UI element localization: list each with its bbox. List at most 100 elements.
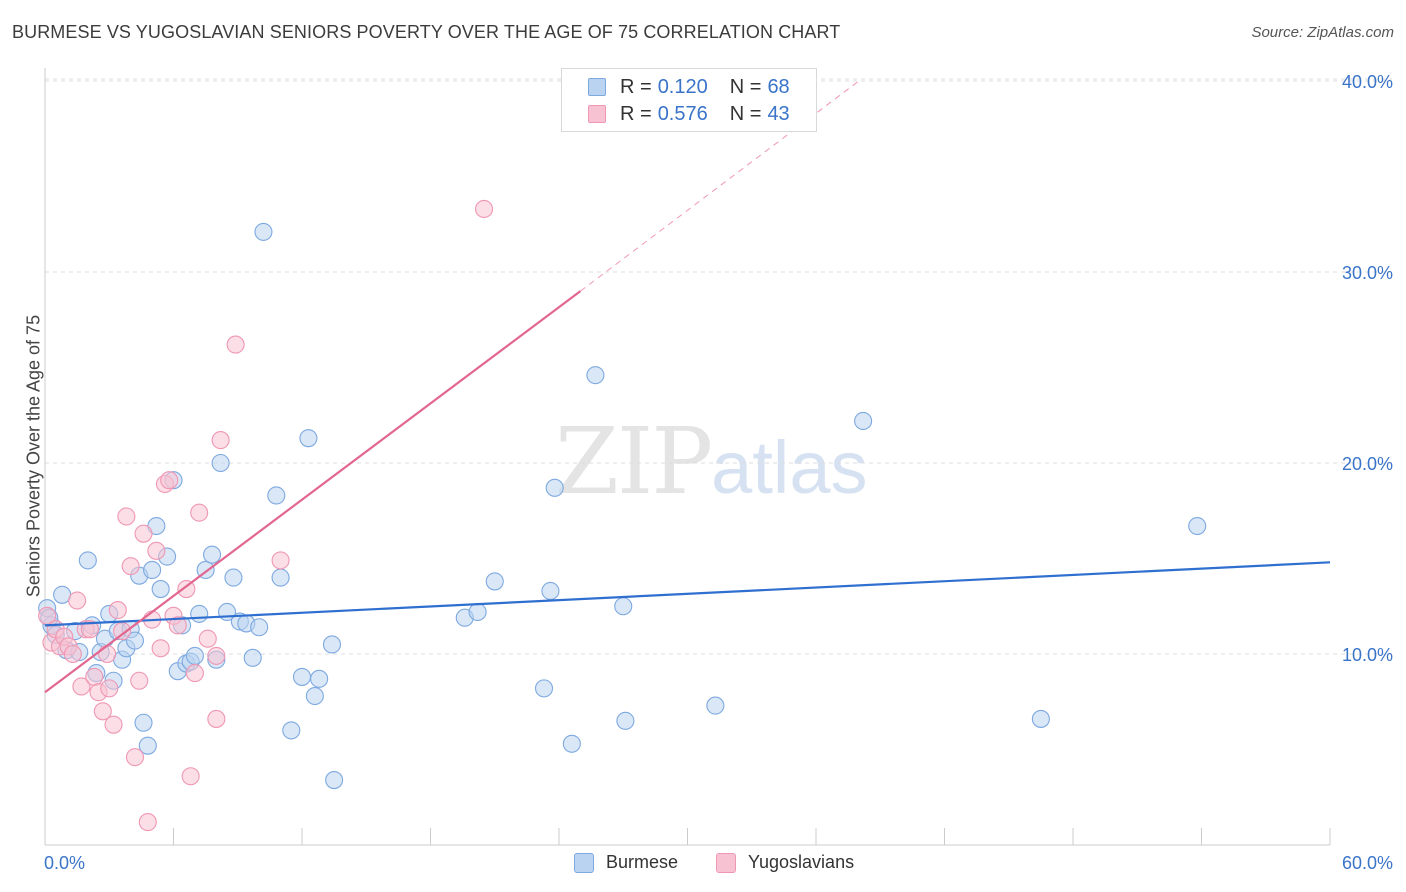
- stats-legend: R = 0.120 N = 68 R = 0.576 N = 43: [561, 68, 817, 132]
- burmese-point: [1031, 709, 1050, 728]
- yugoslavians-point: [63, 644, 82, 664]
- burmese-point: [485, 572, 504, 591]
- burmese-point: [614, 597, 633, 616]
- yugoslavians-point: [104, 715, 123, 734]
- burmese-point: [267, 486, 286, 505]
- yugoslavians-point: [72, 677, 91, 696]
- yugoslavians-point: [93, 702, 112, 721]
- burmese-point: [282, 721, 301, 740]
- x-tick-label: 0.0%: [44, 853, 85, 873]
- burmese-point: [185, 646, 204, 665]
- yugoslavians-point: [271, 551, 290, 570]
- watermark-atlas: atlas: [711, 426, 868, 509]
- burmese-point: [541, 581, 560, 601]
- n-value: 43: [767, 102, 790, 125]
- burmese-legend-swatch: [574, 852, 594, 873]
- yugoslavians-point: [168, 616, 187, 635]
- y-tick-label: 20.0%: [1342, 454, 1393, 474]
- y-tick-label: 40.0%: [1342, 72, 1393, 92]
- burmese-point: [322, 635, 342, 654]
- n-label: N =: [729, 75, 762, 98]
- watermark: ZIPatlas: [555, 408, 867, 515]
- yugoslavians-point: [207, 646, 226, 665]
- burmese-point: [271, 568, 290, 587]
- yugoslavians-point: [211, 431, 230, 450]
- burmese-point: [706, 696, 725, 715]
- burmese-point: [545, 478, 564, 497]
- r-label: R =: [620, 102, 652, 125]
- yugoslavians-point: [207, 709, 226, 728]
- burmese-point: [138, 736, 157, 755]
- x-tick-label: 60.0%: [1342, 853, 1393, 873]
- burmese-trendline: [44, 561, 1331, 627]
- r-value: 0.576: [657, 102, 708, 125]
- yugoslavians-point: [226, 335, 245, 354]
- burmese-point: [305, 686, 324, 706]
- burmese-point: [243, 648, 262, 667]
- burmese-point: [325, 771, 344, 790]
- y-tick-label: 30.0%: [1342, 263, 1393, 283]
- yugoslavians-point: [130, 671, 149, 690]
- yugoslavians-point: [198, 629, 217, 648]
- yugoslavians-legend-swatch: [716, 852, 736, 873]
- yugoslavians-point: [100, 679, 119, 698]
- burmese-point: [143, 560, 162, 580]
- burmese-point: [224, 568, 243, 587]
- stats-legend-row-yugoslavians: R = 0.576 N = 43: [588, 101, 790, 127]
- burmese-point: [616, 711, 635, 730]
- yugoslavians-point: [121, 557, 140, 576]
- r-label: R =: [620, 75, 652, 98]
- yugoslavians-point: [151, 639, 170, 658]
- y-tick-label: 10.0%: [1342, 645, 1393, 665]
- n-value: 68: [767, 75, 790, 98]
- burmese-point: [254, 222, 273, 241]
- burmese-point: [534, 679, 554, 698]
- yugoslavians-point: [134, 524, 153, 543]
- r-value: 0.120: [657, 75, 708, 98]
- burmese-point: [292, 667, 312, 686]
- burmese-point: [250, 618, 269, 637]
- yugoslavians-point: [147, 541, 166, 560]
- yugoslavians-point: [85, 667, 104, 686]
- chart-title: BURMESE VS YUGOSLAVIAN SENIORS POVERTY O…: [12, 22, 841, 42]
- burmese-point: [211, 453, 230, 473]
- yugoslavians-trendline: [44, 290, 582, 694]
- burmese-point: [125, 631, 144, 650]
- yugoslavians-point: [177, 580, 196, 599]
- yugoslavians-point: [160, 471, 179, 490]
- burmese-point: [299, 429, 318, 448]
- yugoslavians-swatch: [588, 105, 606, 123]
- yugoslavians-point: [185, 664, 204, 683]
- stats-legend-row-burmese: R = 0.120 N = 68: [588, 74, 790, 100]
- yugoslavians-point: [68, 591, 87, 610]
- yugoslavians-point: [80, 620, 100, 639]
- yugoslavians-point: [190, 503, 209, 522]
- yugoslavians-point: [108, 601, 127, 620]
- yugoslavians-point: [98, 644, 117, 664]
- burmese-swatch: [588, 78, 606, 96]
- burmese-point: [134, 713, 153, 732]
- burmese-point: [468, 602, 487, 622]
- burmese-point: [310, 669, 329, 688]
- burmese-point: [586, 366, 605, 385]
- yugoslavians-point: [181, 767, 200, 786]
- yugoslavians-point: [117, 507, 136, 526]
- burmese-point: [78, 551, 97, 570]
- legend-item-burmese[interactable]: Burmese: [574, 852, 678, 873]
- yugoslavians-point: [125, 748, 144, 767]
- watermark-zip: ZIP: [555, 408, 713, 515]
- n-label: N =: [729, 102, 762, 125]
- yugoslavians-point: [474, 199, 494, 219]
- chart-source: Source: ZipAtlas.com: [1251, 24, 1394, 41]
- legend-item-yugoslavians[interactable]: Yugoslavians: [716, 852, 854, 873]
- legend-label-burmese: Burmese: [606, 852, 679, 872]
- yugoslavians-point: [138, 813, 157, 832]
- burmese-point: [562, 734, 581, 753]
- burmese-point: [854, 411, 873, 431]
- burmese-point: [151, 580, 170, 599]
- legend-label-yugoslavians: Yugoslavians: [748, 852, 855, 872]
- burmese-point: [190, 604, 209, 623]
- burmese-point: [203, 545, 222, 564]
- series-legend: Burmese Yugoslavians: [0, 852, 1406, 876]
